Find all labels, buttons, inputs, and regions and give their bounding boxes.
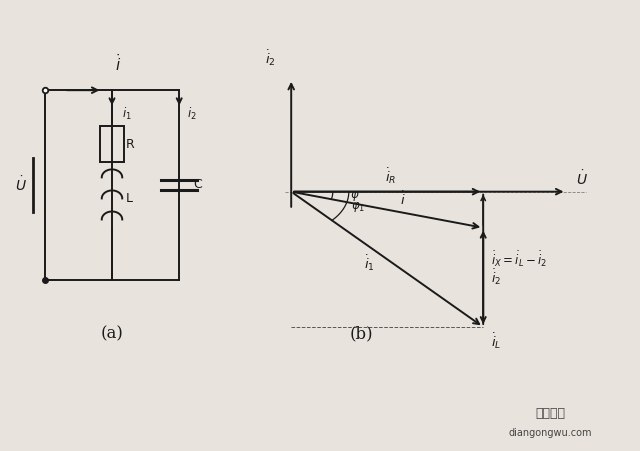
- Text: $\dot{i}_L$: $\dot{i}_L$: [491, 331, 501, 351]
- Text: C: C: [193, 179, 202, 191]
- Text: 电工之屋: 电工之屋: [536, 407, 565, 420]
- Text: $\varphi$: $\varphi$: [350, 189, 360, 203]
- Bar: [100, 126, 124, 162]
- Text: $\dot{U}$: $\dot{U}$: [15, 175, 26, 194]
- Text: R: R: [126, 138, 135, 151]
- Text: (b): (b): [350, 325, 373, 342]
- Text: $\varphi_1$: $\varphi_1$: [351, 200, 365, 214]
- Text: $\dot{i}_R$: $\dot{i}_R$: [385, 166, 397, 186]
- Text: $\dot{i}_1$: $\dot{i}_1$: [364, 253, 374, 273]
- Text: $\dot{i}$: $\dot{i}$: [400, 191, 406, 208]
- Text: $\dot{i}_2$: $\dot{i}_2$: [266, 48, 276, 68]
- Text: $\dot{i}$: $\dot{i}$: [115, 54, 122, 74]
- Text: $\dot{U}$: $\dot{U}$: [576, 169, 588, 188]
- Text: $\dot{i}_2$: $\dot{i}_2$: [491, 267, 501, 287]
- Text: $i_2$: $i_2$: [187, 106, 196, 122]
- Text: diangongwu.com: diangongwu.com: [509, 428, 592, 438]
- Text: (a): (a): [100, 325, 124, 342]
- Text: L: L: [126, 192, 133, 205]
- Text: $i_1$: $i_1$: [122, 106, 131, 122]
- Text: $\dot{i}_X=\dot{i}_L-\dot{i}_2$: $\dot{i}_X=\dot{i}_L-\dot{i}_2$: [491, 249, 547, 269]
